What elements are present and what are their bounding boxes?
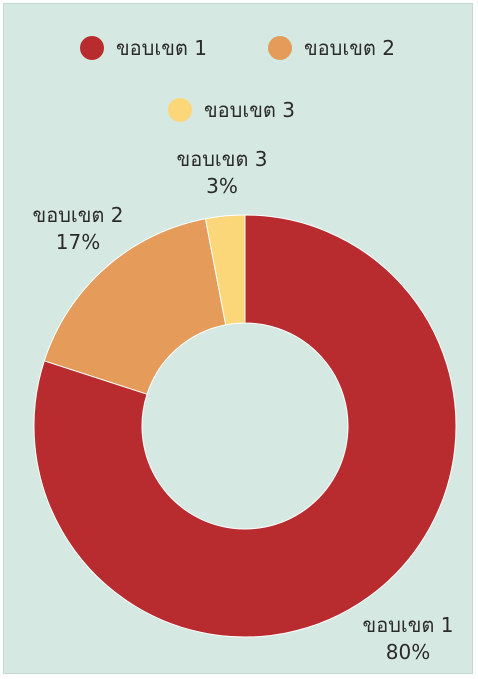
data-label-value: 17%	[56, 230, 100, 254]
data-labels: ขอบเขต 1 80% ขอบเขต 2 17% ขอบเขต 3 3%	[33, 147, 454, 664]
legend-swatch	[80, 36, 104, 60]
chart-frame: ขอบเขต 1 ขอบเขต 2 ขอบเขต 3 ขอบเขต 1 80% ขอบเ…	[3, 3, 473, 674]
legend-label: ขอบเขต 3	[204, 98, 295, 122]
data-label-category: ขอบเขต 2	[33, 203, 124, 227]
data-label-value: 80%	[386, 640, 430, 664]
legend-label: ขอบเขต 1	[116, 36, 207, 60]
legend-label: ขอบเขต 2	[304, 36, 395, 60]
donut-slices	[33, 214, 457, 638]
donut-slice	[33, 214, 457, 638]
data-label: ขอบเขต 3 3%	[177, 147, 268, 198]
legend-entry: ขอบเขต 3	[168, 98, 295, 122]
legend-entry: ขอบเขต 1	[80, 36, 207, 60]
legend-swatch	[268, 36, 292, 60]
data-label-category: ขอบเขต 1	[363, 613, 454, 637]
donut-slice	[43, 218, 227, 395]
legend-entry: ขอบเขต 2	[268, 36, 395, 60]
legend: ขอบเขต 1 ขอบเขต 2 ขอบเขต 3	[80, 36, 395, 122]
legend-swatch	[168, 98, 192, 122]
data-label: ขอบเขต 1 80%	[363, 613, 454, 664]
data-label-value: 3%	[206, 174, 238, 198]
data-label-category: ขอบเขต 3	[177, 147, 268, 171]
data-label: ขอบเขต 2 17%	[33, 203, 124, 254]
donut-slice	[204, 214, 246, 326]
